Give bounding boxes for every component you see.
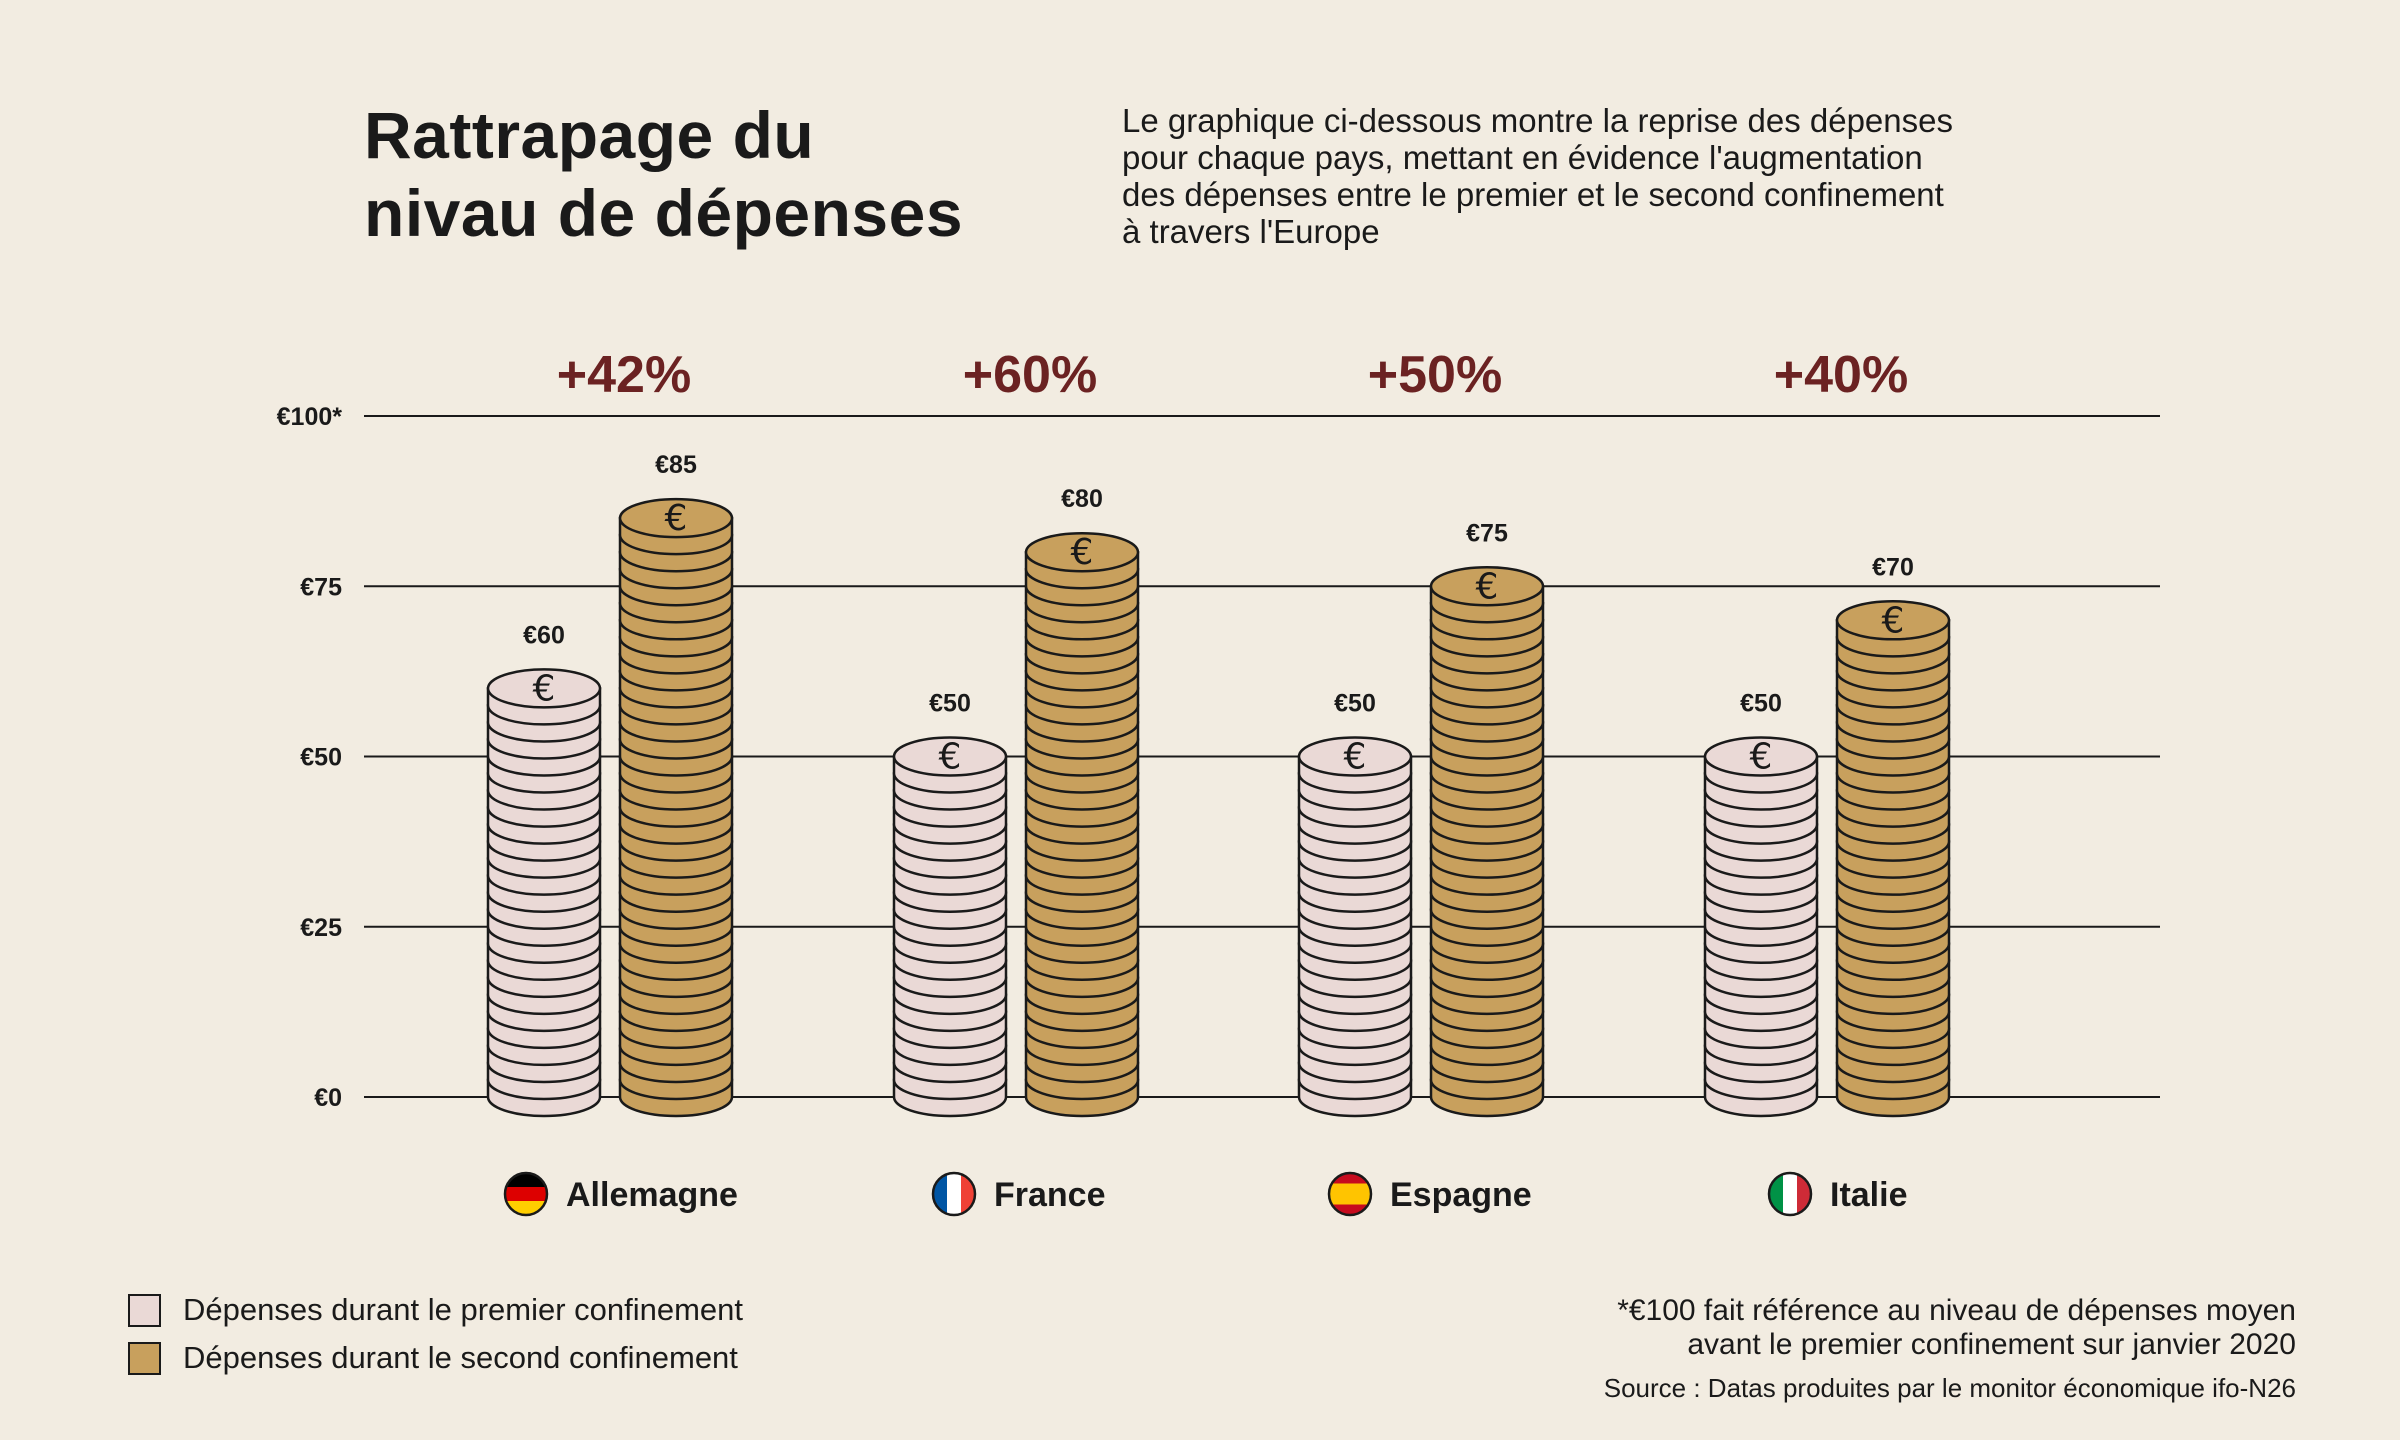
coin-top xyxy=(1835,600,1951,641)
page-title: Rattrapage du nivau de dépenses xyxy=(364,96,1084,252)
footnote-line-1: *€100 fait référence au niveau de dépens… xyxy=(1617,1294,2296,1327)
description-line-1: Le graphique ci-dessous montre la repris… xyxy=(1122,102,1953,139)
value-label-second: €85 xyxy=(655,451,697,479)
euro-icon: € xyxy=(665,498,688,539)
chart-description: Le graphique ci-dessous montre la repris… xyxy=(1122,102,2222,250)
euro-icon: € xyxy=(1344,737,1367,778)
value-label-second: €80 xyxy=(1061,485,1103,513)
coin-top xyxy=(1429,566,1545,607)
euro-icon: € xyxy=(1476,566,1499,607)
bar-second-espagne: € xyxy=(1429,566,1545,1118)
euro-icon: € xyxy=(1071,532,1094,573)
country-label: France xyxy=(994,1176,1106,1214)
flag-spain-icon xyxy=(1327,1171,1373,1217)
description-line-4: à travers l'Europe xyxy=(1122,213,1380,250)
bar-first-italie: € xyxy=(1703,736,1819,1118)
y-tick-label: €50 xyxy=(300,744,342,772)
value-label-second: €75 xyxy=(1466,519,1508,547)
flag-germany-icon xyxy=(503,1171,549,1217)
y-tick-label: €75 xyxy=(300,573,342,601)
coin-top xyxy=(892,736,1008,777)
coin-top xyxy=(486,668,602,709)
bar-first-espagne: € xyxy=(1297,736,1413,1118)
bar-second-allemagne: € xyxy=(618,497,734,1118)
increase-label: +42% xyxy=(557,346,691,404)
increase-label: +60% xyxy=(963,346,1097,404)
bar-first-allemagne: € xyxy=(486,668,602,1118)
description-line-2: pour chaque pays, mettant en évidence l'… xyxy=(1122,139,1923,176)
y-tick-label: €100* xyxy=(277,403,343,431)
increase-label: +50% xyxy=(1368,346,1502,404)
flag-france-icon xyxy=(931,1171,977,1217)
footnote-line-2: avant le premier confinement sur janvier… xyxy=(1687,1328,2296,1361)
euro-icon: € xyxy=(1882,600,1905,641)
footnote: *€100 fait référence au niveau de dépens… xyxy=(1617,1294,2296,1362)
euro-icon: € xyxy=(1750,737,1773,778)
legend-label-first: Dépenses durant le premier confinement xyxy=(183,1292,744,1327)
legend-swatch-first xyxy=(128,1293,161,1327)
country-label: Espagne xyxy=(1390,1176,1532,1214)
country-label: Italie xyxy=(1830,1176,1907,1214)
title-line-1: Rattrapage du xyxy=(364,98,815,172)
bar-second-france: € xyxy=(1024,531,1140,1118)
source-note: Source : Datas produites par le monitor … xyxy=(1603,1373,2296,1403)
legend-label-second: Dépenses durant le second confinement xyxy=(183,1340,738,1375)
value-label-first: €60 xyxy=(523,621,565,649)
euro-icon: € xyxy=(533,668,556,709)
y-tick-label: €25 xyxy=(300,914,342,942)
value-label-first: €50 xyxy=(929,690,971,718)
legend-swatch-second xyxy=(128,1341,161,1375)
bar-second-italie: € xyxy=(1835,600,1951,1118)
value-label-first: €50 xyxy=(1740,690,1782,718)
y-tick-label: €0 xyxy=(314,1084,342,1112)
euro-icon: € xyxy=(939,737,962,778)
coin-top xyxy=(1703,736,1819,777)
increase-label: +40% xyxy=(1774,346,1908,404)
description-line-3: des dépenses entre le premier et le seco… xyxy=(1122,176,1944,213)
coin-top xyxy=(1297,736,1413,777)
title-line-2: nivau de dépenses xyxy=(364,176,964,250)
legend-item-second: Dépenses durant le second confinement xyxy=(128,1338,743,1378)
legend: Dépenses durant le premier confinement D… xyxy=(128,1290,743,1386)
coin-top xyxy=(618,497,734,539)
value-label-first: €50 xyxy=(1334,690,1376,718)
flag-italy-icon xyxy=(1767,1171,1813,1217)
bar-first-france: € xyxy=(892,736,1008,1118)
coin-top xyxy=(1024,531,1140,573)
country-label: Allemagne xyxy=(566,1176,738,1214)
legend-item-first: Dépenses durant le premier confinement xyxy=(128,1290,743,1330)
value-label-second: €70 xyxy=(1872,553,1914,581)
